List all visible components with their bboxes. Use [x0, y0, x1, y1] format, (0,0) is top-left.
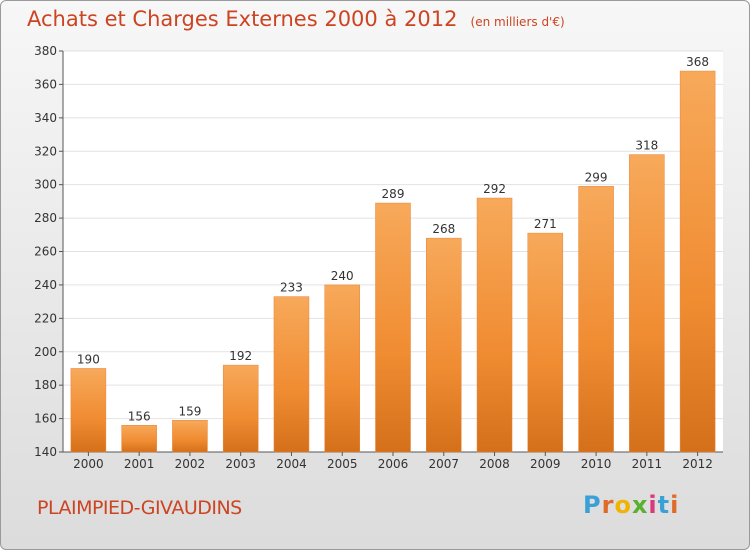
x-tick-label: 2001 — [124, 457, 155, 471]
x-tick-label: 2007 — [428, 457, 459, 471]
proxiti-logo: Proxiti — [583, 491, 679, 519]
bar — [375, 202, 411, 453]
bar-value-label: 156 — [128, 409, 151, 423]
y-tick-label: 200 — [34, 345, 57, 359]
x-tick-label: 2009 — [530, 457, 561, 471]
x-tick-label: 2003 — [225, 457, 256, 471]
x-tick-label: 2005 — [327, 457, 358, 471]
bar-value-label: 318 — [635, 139, 658, 153]
bar — [527, 232, 564, 453]
logo-letter: P — [583, 491, 602, 519]
y-tick-label: 180 — [34, 378, 57, 392]
bar-value-label: 289 — [382, 187, 405, 201]
x-tick-label: 2006 — [378, 457, 409, 471]
bar-value-label: 271 — [534, 217, 557, 231]
y-tick-label: 300 — [34, 178, 57, 192]
bar — [629, 154, 665, 453]
bar — [222, 364, 259, 453]
bar — [476, 197, 513, 453]
bar — [578, 186, 614, 453]
bar-value-label: 192 — [229, 349, 252, 363]
place-name: PLAIMPIED-GIVAUDINS — [37, 497, 242, 519]
bar-value-label: 159 — [178, 404, 201, 418]
bar — [121, 425, 157, 453]
bar-value-label: 240 — [331, 269, 354, 283]
title-unit: (en milliers d'€) — [470, 15, 565, 29]
y-tick-label: 360 — [34, 77, 57, 91]
logo-letter: t — [657, 491, 671, 519]
y-tick-label: 320 — [34, 144, 57, 158]
y-tick-label: 240 — [34, 278, 57, 292]
bar-value-label: 292 — [483, 182, 506, 196]
logo-letter: i — [670, 491, 680, 519]
chart-title: Achats et Charges Externes 2000 à 2012 (… — [27, 7, 565, 31]
bar-value-label: 190 — [77, 352, 100, 366]
x-tick-label: 2012 — [682, 457, 713, 471]
x-tick-label: 2010 — [581, 457, 612, 471]
y-tick-label: 380 — [34, 44, 57, 58]
bar — [172, 420, 208, 453]
x-tick-label: 2000 — [73, 457, 104, 471]
logo-letter: r — [601, 491, 615, 519]
bar-value-label: 299 — [585, 170, 608, 184]
y-tick-label: 340 — [34, 111, 57, 125]
y-tick-label: 260 — [34, 245, 57, 259]
x-tick-label: 2011 — [632, 457, 663, 471]
logo-letter: o — [614, 491, 632, 519]
y-tick-label: 280 — [34, 211, 57, 225]
bar — [679, 70, 716, 453]
bar — [273, 296, 310, 453]
y-tick-label: 160 — [34, 412, 57, 426]
bar — [70, 368, 107, 453]
x-tick-label: 2004 — [276, 457, 307, 471]
bar — [324, 284, 360, 453]
bar — [426, 237, 462, 453]
logo-letter: i — [648, 491, 658, 519]
x-tick-label: 2008 — [479, 457, 510, 471]
y-tick-label: 140 — [34, 445, 57, 459]
bar-value-label: 368 — [686, 55, 709, 69]
bar-value-label: 233 — [280, 281, 303, 295]
bar-value-label: 268 — [432, 222, 455, 236]
y-tick-label: 220 — [34, 311, 57, 325]
logo-letter: x — [631, 491, 649, 519]
title-text: Achats et Charges Externes 2000 à 2012 — [27, 7, 458, 31]
x-tick-label: 2002 — [175, 457, 206, 471]
